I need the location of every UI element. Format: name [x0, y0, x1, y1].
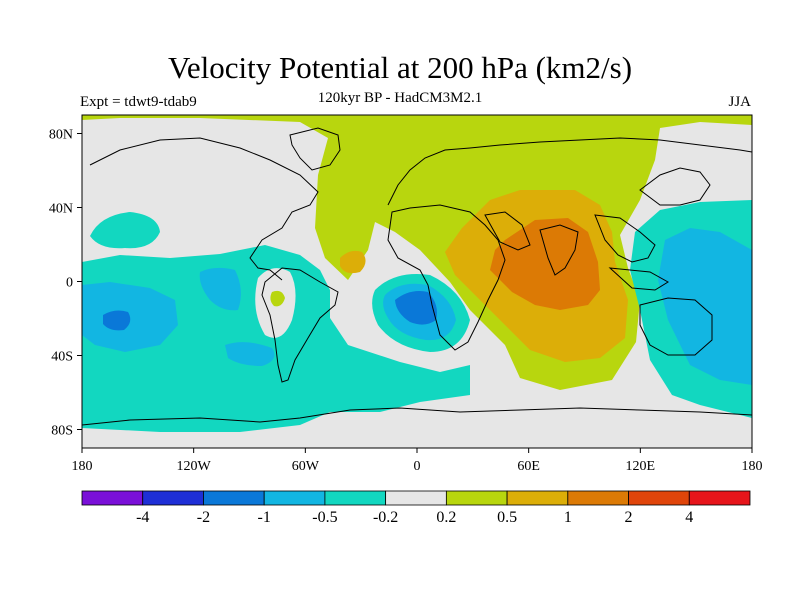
colorbar-swatch — [688, 490, 751, 506]
colorbar-swatch — [203, 490, 265, 506]
colorbar-swatch — [385, 490, 447, 506]
contour-negative-satlantic-core — [395, 291, 437, 325]
colorbar-swatch — [567, 490, 629, 506]
colorbar-swatch — [263, 490, 326, 506]
y-tick-label: 80S — [51, 424, 73, 439]
y-tick-label: 40N — [49, 202, 73, 217]
experiment-label: Expt = tdwt9-tdab9 — [80, 94, 197, 110]
colorbar-label: 0.2 — [436, 509, 456, 526]
colorbar-swatch — [628, 490, 690, 506]
season-label: JJA — [728, 94, 751, 110]
colorbar-label: -0.2 — [373, 509, 398, 526]
coastline-europe — [387, 137, 752, 206]
coastline-se-asia — [594, 214, 656, 263]
contour-negative-wpacific-inner — [658, 228, 752, 385]
colorbar-label: -4 — [136, 509, 149, 526]
coastline-africa — [387, 204, 506, 351]
y-tick-label: 0 — [66, 276, 73, 291]
coastline-south-america — [261, 267, 339, 383]
x-tick-label: 180 — [72, 459, 93, 474]
x-tick-label: 120E — [626, 459, 656, 474]
coastline-greenland — [289, 127, 341, 171]
contour-negative-cpacific-core — [103, 310, 131, 331]
coastlines — [82, 127, 752, 426]
colorbar-label: 1 — [564, 509, 572, 526]
contour-negative-epac — [225, 342, 275, 366]
x-axis-ticks: 180 120W 60W 0 60E 120E 180 — [72, 448, 763, 474]
coastline-australia — [639, 297, 713, 356]
y-tick-label: 80N — [49, 128, 73, 143]
coastline-antarctica — [82, 407, 752, 426]
contour-positive-atlantic — [340, 250, 366, 274]
coastline-north-america — [89, 137, 319, 281]
colorbar-label: 2 — [625, 509, 633, 526]
colorbar-swatch — [324, 490, 387, 506]
colorbar: -4 -2 -1 -0.5 -0.2 0.2 0.5 1 2 4 — [81, 490, 751, 526]
x-tick-label: 120W — [177, 459, 212, 474]
coastline-maritime — [608, 267, 669, 291]
colorbar-label: -1 — [258, 509, 271, 526]
contour-negative-npacific — [90, 212, 160, 249]
colorbar-label: 4 — [685, 509, 693, 526]
chart-title: Velocity Potential at 200 hPa (km2/s) — [167, 50, 633, 85]
y-tick-label: 40S — [51, 350, 73, 365]
coastline-east-asia — [639, 167, 711, 206]
chart-subtitle: 120kyr BP - HadCM3M2.1 — [317, 90, 483, 106]
colorbar-swatch — [142, 490, 204, 506]
colorbar-swatch — [506, 490, 569, 506]
contour-negative-pacific — [82, 245, 470, 432]
x-tick-label: 0 — [414, 459, 421, 474]
coastline-india — [539, 224, 579, 276]
contour-positive-samerica — [270, 290, 285, 307]
colorbar-label: -0.5 — [312, 509, 337, 526]
x-tick-label: 60E — [517, 459, 540, 474]
y-axis-ticks: 80N 40N 0 40S 80S — [49, 128, 82, 439]
colorbar-label: -2 — [197, 509, 210, 526]
colorbar-swatch — [81, 490, 144, 506]
contour-negative-mexico — [199, 267, 241, 311]
contour-field — [82, 115, 752, 448]
coastline-arabia — [484, 211, 531, 251]
colorbar-swatch — [445, 490, 508, 506]
x-tick-label: 180 — [742, 459, 763, 474]
contour-positive-1 — [490, 218, 600, 310]
colorbar-label: 0.5 — [497, 509, 517, 526]
x-tick-label: 60W — [292, 459, 320, 474]
